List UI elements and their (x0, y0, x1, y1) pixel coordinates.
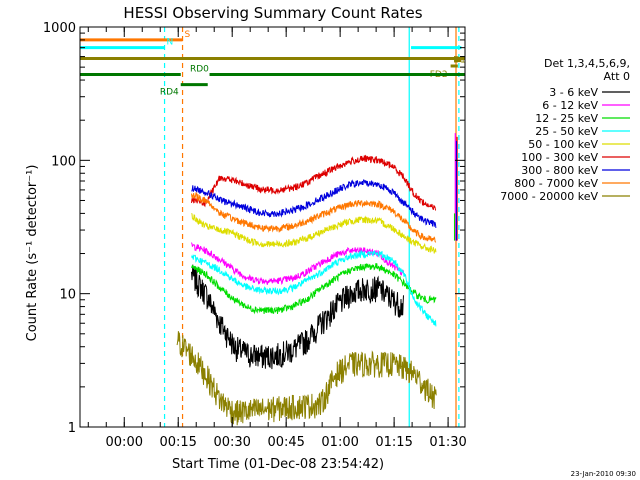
flag-label-n: N (167, 38, 174, 48)
flag-label-rd4: RD4 (160, 88, 179, 98)
series-line-4 (191, 213, 437, 254)
legend-label-8: 7000 - 20000 keV (500, 190, 598, 203)
series-line-3 (191, 249, 437, 327)
legend-label-1: 6 - 12 keV (542, 99, 598, 112)
x-tick-label-0: 00:00 (106, 435, 143, 450)
legend-label-4: 50 - 100 keV (528, 138, 598, 151)
x-tick-label-2: 00:30 (213, 435, 250, 450)
x-axis-label: Start Time (01-Dec-08 23:54:42) (172, 457, 384, 472)
x-tick-label-3: 00:45 (267, 435, 304, 450)
series-line-2 (191, 263, 437, 315)
series-line-0 (191, 264, 404, 370)
x-tick-label-4: 01:00 (321, 435, 358, 450)
y-tick-label-0: 1 (68, 421, 76, 436)
flag-label-s: S (185, 30, 191, 40)
footer-date: 23-Jan-2010 09:30 (571, 470, 636, 478)
series-line-5 (191, 154, 437, 211)
legend-label-2: 12 - 25 keV (535, 112, 598, 125)
y-tick-label-1: 10 (59, 288, 76, 303)
x-tick-label-6: 01:30 (429, 435, 466, 450)
y-tick-label-3: 1000 (43, 21, 76, 36)
legend-label-5: 100 - 300 keV (521, 151, 598, 164)
x-tick-label-5: 01:15 (375, 435, 412, 450)
y-axis-label: Count Rate (s⁻¹ detector⁻¹) (25, 165, 40, 342)
legend-header-1: Att 0 (604, 70, 630, 83)
legend-label-7: 800 - 7000 keV (514, 177, 598, 190)
chart-title: HESSI Observing Summary Count Rates (123, 4, 422, 22)
legend-label-3: 25 - 50 keV (535, 125, 598, 138)
flag-label-rd0: RD0 (190, 65, 209, 75)
series-line-7 (191, 191, 437, 243)
series-line-1 (191, 242, 404, 286)
series-line-8 (176, 331, 437, 426)
x-tick-label-1: 00:15 (159, 435, 196, 450)
plot-frame (79, 26, 466, 428)
legend-label-0: 3 - 6 keV (549, 86, 598, 99)
flag-label-d1: D1 (453, 56, 466, 66)
legend-label-6: 300 - 800 keV (521, 164, 598, 177)
series-line-6 (191, 178, 437, 228)
legend-header-0: Det 1,3,4,5,6,9, (544, 57, 630, 70)
y-tick-label-2: 100 (51, 154, 76, 169)
